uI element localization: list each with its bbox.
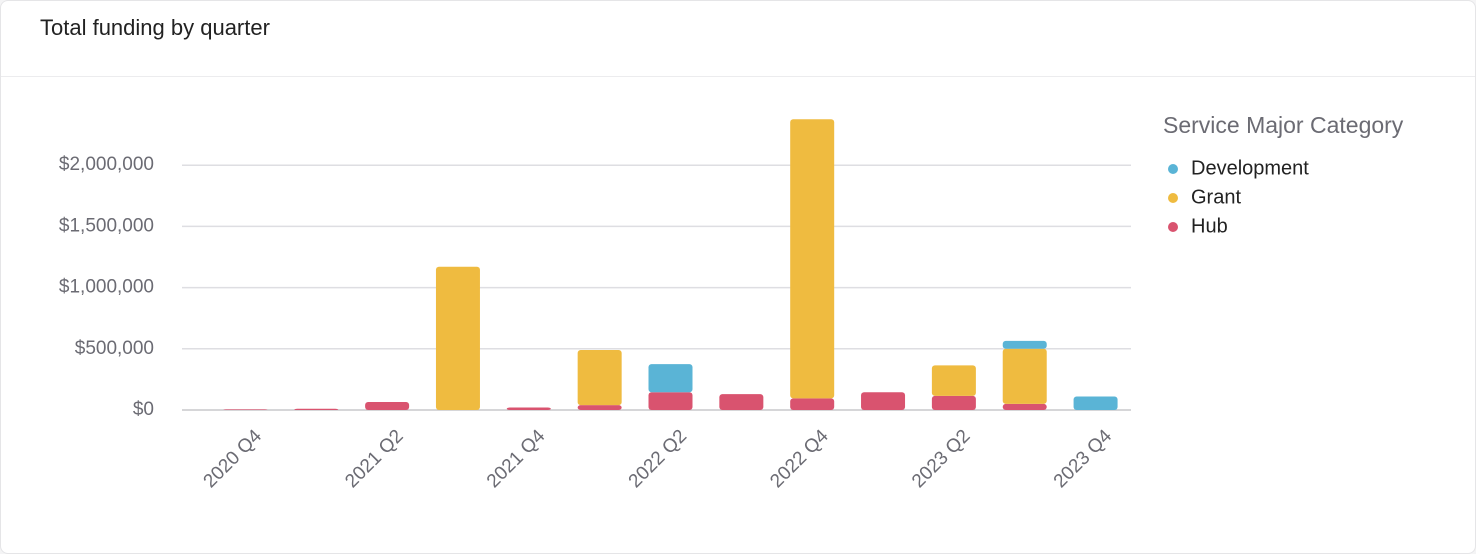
bar-segment bbox=[648, 364, 693, 393]
bar-segment bbox=[648, 392, 693, 410]
x-tick-label: 2020 Q4 bbox=[200, 425, 267, 492]
bar-segment bbox=[719, 394, 764, 410]
bar-segment bbox=[577, 405, 622, 410]
x-tick-label: 2023 Q4 bbox=[1050, 425, 1117, 492]
bar-segment bbox=[1002, 348, 1047, 404]
y-tick-label: $0 bbox=[133, 399, 154, 420]
x-tick-label: 2021 Q2 bbox=[341, 426, 407, 492]
bar-segment bbox=[1073, 396, 1118, 410]
y-tick-label: $1,000,000 bbox=[59, 277, 154, 298]
bar-segment bbox=[1002, 340, 1047, 349]
bar-segment bbox=[577, 350, 622, 406]
legend-label: Grant bbox=[1191, 186, 1241, 208]
y-tick-label: $1,500,000 bbox=[59, 215, 154, 236]
header: Total funding by quarter bbox=[1, 1, 1475, 77]
chart: $0 $500,000 $1,000,000 $1,500,000 $2,000,000… bbox=[59, 112, 1404, 492]
x-tick-label: 2022 Q2 bbox=[625, 426, 691, 492]
x-tick-label: 2023 Q2 bbox=[908, 426, 974, 492]
legend-title: Service Major Category bbox=[1163, 112, 1404, 138]
chart-title: Total funding by quarter bbox=[40, 15, 270, 40]
x-tick-label: 2021 Q4 bbox=[483, 425, 550, 492]
x-tick-label: 2022 Q4 bbox=[766, 425, 833, 492]
legend-swatch bbox=[1168, 222, 1178, 232]
legend-swatch bbox=[1168, 164, 1178, 174]
bar-segment bbox=[861, 392, 906, 410]
bar-segment bbox=[435, 266, 480, 410]
legend-swatch bbox=[1168, 193, 1178, 203]
bar-segment bbox=[790, 119, 835, 399]
bar-segment bbox=[931, 365, 976, 396]
bar-segment bbox=[506, 407, 551, 410]
legend-label: Hub bbox=[1191, 215, 1228, 237]
bar-segment bbox=[294, 408, 339, 410]
y-tick-label: $500,000 bbox=[75, 338, 154, 359]
bar-segment bbox=[931, 395, 976, 410]
bar-segment bbox=[223, 409, 268, 410]
legend-label: Development bbox=[1191, 157, 1309, 179]
bar-segment bbox=[365, 402, 410, 410]
bar-segment bbox=[790, 398, 835, 410]
bar-segment bbox=[1002, 403, 1047, 410]
y-tick-label: $2,000,000 bbox=[59, 154, 154, 175]
